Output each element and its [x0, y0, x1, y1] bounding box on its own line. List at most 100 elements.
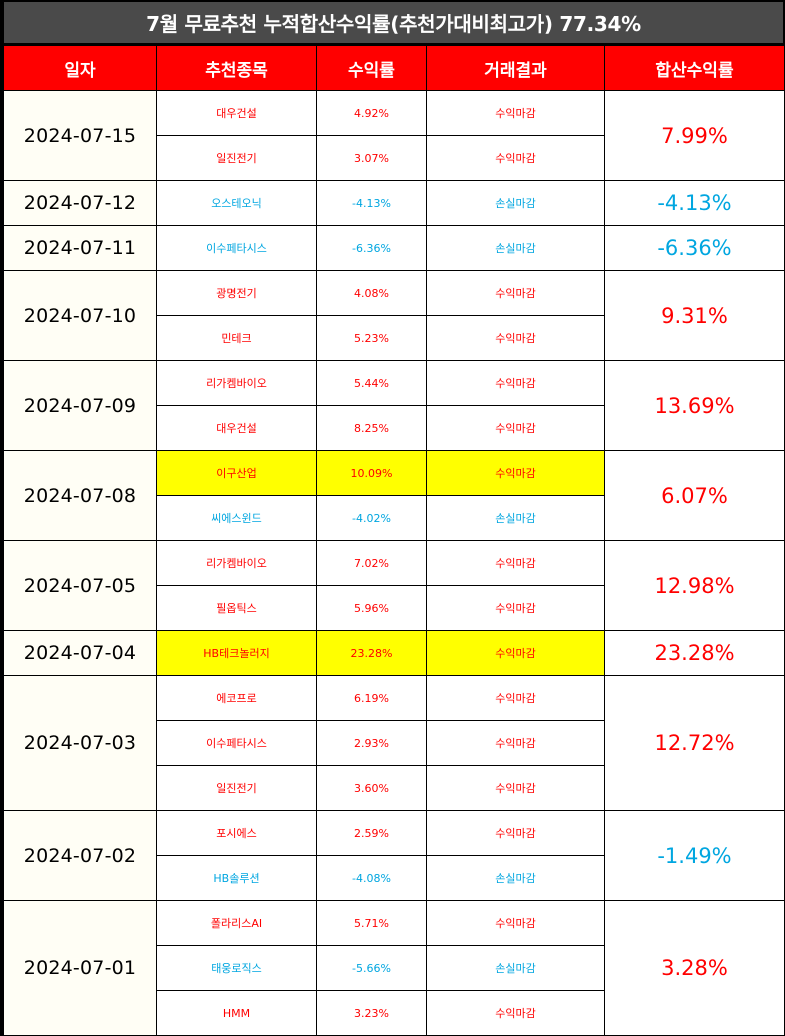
rate-cell: 23.28%: [316, 630, 427, 676]
date-cell: 2024-07-09: [3, 360, 157, 451]
result-cell: 수익마감: [426, 765, 605, 811]
stock-name-cell: 이수페타시스: [156, 225, 317, 271]
rate-cell: 7.02%: [316, 540, 427, 586]
table-row: 2024-07-12 오스테오닉 -4.13% 손실마감 -4.13%: [3, 180, 785, 226]
result-cell: 수익마감: [426, 630, 605, 676]
table-row: 2024-07-15 대우건설 4.92% 수익마감 7.99%: [3, 90, 785, 181]
rate-cell: 2.93%: [316, 720, 427, 766]
table-row: 2024-07-01 폴라리스AI 5.71% 수익마감 3.28%: [3, 900, 785, 1036]
total-return-cell: 12.72%: [604, 675, 785, 811]
total-return-cell: 13.69%: [604, 360, 785, 451]
stock-name-cell: 대우건설: [156, 90, 317, 136]
date-cell: 2024-07-12: [3, 180, 157, 226]
stock-name-cell: HB솔루션: [156, 855, 317, 901]
date-cell: 2024-07-08: [3, 450, 157, 541]
rate-cell: 8.25%: [316, 405, 427, 451]
stock-name-cell: 포시에스: [156, 810, 317, 856]
result-cell: 수익마감: [426, 540, 605, 586]
date-cell: 2024-07-05: [3, 540, 157, 631]
total-return-cell: 23.28%: [604, 630, 785, 676]
result-cell: 수익마감: [426, 720, 605, 766]
result-cell: 손실마감: [426, 945, 605, 991]
table-row: 2024-07-05 리가켐바이오 7.02% 수익마감 12.98%: [3, 540, 785, 631]
rate-cell: 2.59%: [316, 810, 427, 856]
rate-cell: -5.66%: [316, 945, 427, 991]
table-row: 2024-07-04 HB테크놀러지 23.28% 수익마감 23.28%: [3, 630, 785, 676]
date-cell: 2024-07-04: [3, 630, 157, 676]
stock-name-cell: 대우건설: [156, 405, 317, 451]
rate-cell: 5.44%: [316, 360, 427, 406]
rate-cell: -4.02%: [316, 495, 427, 541]
table-row: HMM 3.23% 수익마감: [4, 990, 785, 1036]
date-cell: 2024-07-11: [3, 225, 157, 271]
stock-name-cell: HB테크놀러지: [156, 630, 317, 676]
date-cell: 2024-07-10: [3, 270, 157, 361]
stock-name-cell: 이구산업: [156, 450, 317, 496]
rate-cell: -6.36%: [316, 225, 427, 271]
table-row: 2024-07-09 리가켐바이오 5.44% 수익마감 13.69%: [3, 360, 785, 451]
stock-name-cell: 리가켐바이오: [156, 360, 317, 406]
stock-name-cell: 민테크: [156, 315, 317, 361]
rate-cell: 3.60%: [316, 765, 427, 811]
rate-cell: 5.23%: [316, 315, 427, 361]
result-cell: 손실마감: [426, 225, 605, 271]
total-return-cell: -6.36%: [604, 225, 785, 271]
date-cell: 2024-07-15: [3, 90, 157, 181]
total-return-cell: 6.07%: [604, 450, 785, 541]
table-row: 씨에스윈드 -4.02% 손실마감: [4, 495, 785, 541]
table-body: 2024-07-15 대우건설 4.92% 수익마감 7.99% 일진전기 3.07% 수익마…: [3, 90, 785, 1036]
header-total: 합산수익률: [604, 45, 785, 91]
stock-name-cell: 일진전기: [156, 765, 317, 811]
stock-name-cell: 이수페타시스: [156, 720, 317, 766]
result-cell: 손실마감: [426, 855, 605, 901]
result-cell: 수익마감: [426, 270, 605, 316]
result-cell: 수익마감: [426, 90, 605, 136]
stock-name-cell: HMM: [156, 990, 317, 1036]
result-cell: 수익마감: [426, 990, 605, 1036]
total-return-cell: 7.99%: [604, 90, 785, 181]
table-row: 민테크 5.23% 수익마감: [4, 315, 785, 361]
result-cell: 손실마감: [426, 180, 605, 226]
table-row: 일진전기 3.07% 수익마감: [4, 135, 785, 181]
table-row: 대우건설 8.25% 수익마감: [4, 405, 785, 451]
table-row: HB솔루션 -4.08% 손실마감: [4, 855, 785, 901]
table-row: 2024-07-02 포시에스 2.59% 수익마감 -1.49%: [3, 810, 785, 901]
total-return-cell: -1.49%: [604, 810, 785, 901]
rate-cell: 6.19%: [316, 675, 427, 721]
table-row: 2024-07-03 에코프로 6.19% 수익마감 12.72%: [3, 675, 785, 811]
stock-name-cell: 폴라리스AI: [156, 900, 317, 946]
table-row: 태웅로직스 -5.66% 손실마감: [4, 945, 785, 991]
rate-cell: 4.92%: [316, 90, 427, 136]
result-cell: 수익마감: [426, 585, 605, 631]
stock-name-cell: 씨에스윈드: [156, 495, 317, 541]
result-cell: 손실마감: [426, 495, 605, 541]
rate-cell: 3.23%: [316, 990, 427, 1036]
rate-cell: -4.13%: [316, 180, 427, 226]
stock-name-cell: 리가켐바이오: [156, 540, 317, 586]
result-cell: 수익마감: [426, 360, 605, 406]
date-cell: 2024-07-02: [3, 810, 157, 901]
result-cell: 수익마감: [426, 135, 605, 181]
rate-cell: 4.08%: [316, 270, 427, 316]
header-date: 일자: [3, 45, 157, 91]
rate-cell: 5.71%: [316, 900, 427, 946]
total-return-cell: 3.28%: [604, 900, 785, 1036]
result-cell: 수익마감: [426, 405, 605, 451]
returns-table: 일자 추천종목 수익률 거래결과 합산수익률 2024-07-15 대우건설 4.9…: [3, 45, 785, 1036]
date-cell: 2024-07-01: [3, 900, 157, 1036]
stock-name-cell: 광명전기: [156, 270, 317, 316]
table-row: 일진전기 3.60% 수익마감: [4, 765, 785, 811]
table-row: 2024-07-11 이수페타시스 -6.36% 손실마감 -6.36%: [3, 225, 785, 271]
total-return-cell: -4.13%: [604, 180, 785, 226]
result-cell: 수익마감: [426, 675, 605, 721]
header-stock: 추천종목: [156, 45, 317, 91]
stock-name-cell: 오스테오닉: [156, 180, 317, 226]
stock-name-cell: 에코프로: [156, 675, 317, 721]
total-return-cell: 12.98%: [604, 540, 785, 631]
header-result: 거래결과: [426, 45, 605, 91]
table-row: 이수페타시스 2.93% 수익마감: [4, 720, 785, 766]
result-cell: 수익마감: [426, 450, 605, 496]
result-cell: 수익마감: [426, 315, 605, 361]
result-cell: 수익마감: [426, 810, 605, 856]
page-title: 7월 무료추천 누적합산수익률(추천가대비최고가) 77.34%: [4, 2, 783, 43]
